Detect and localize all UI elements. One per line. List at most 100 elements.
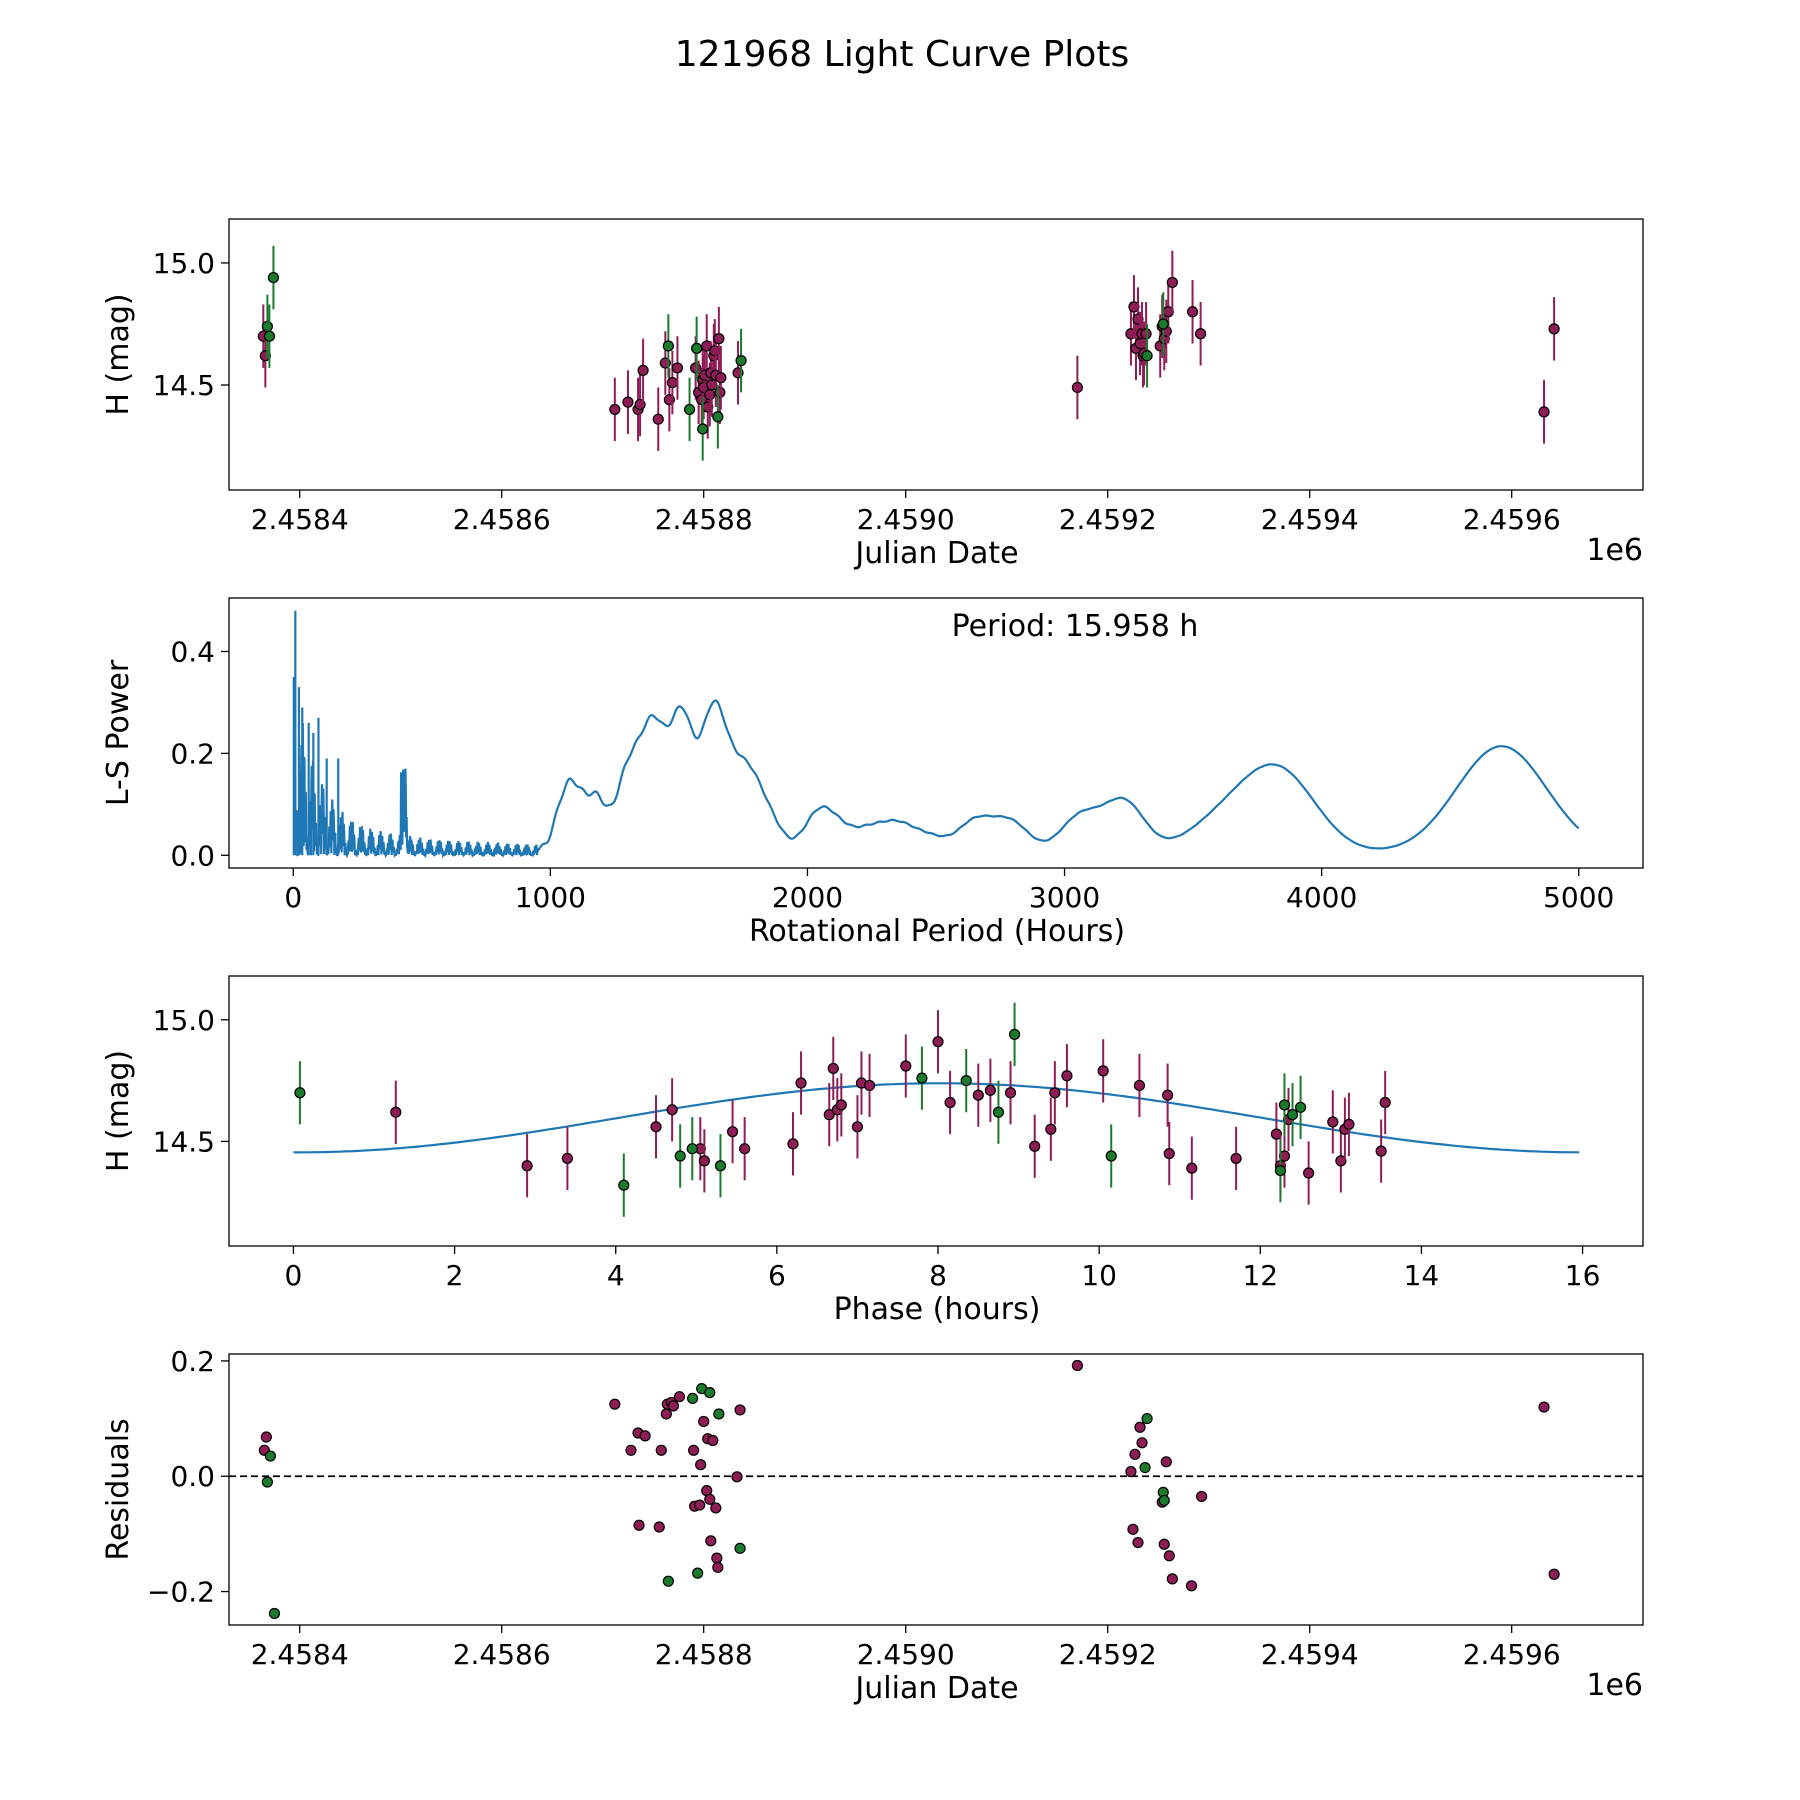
x-tick-label: 4000 xyxy=(1286,881,1357,914)
plot-content xyxy=(257,245,1560,461)
panel-phased: 0 2 4 6 8 10 12 14 16 14.5 15.0 Phase (hours) H (mag… xyxy=(101,975,1644,1327)
data-point xyxy=(692,1567,704,1579)
x-tick-label: 2.4590 xyxy=(857,1638,955,1671)
x-offset-label: 1e6 xyxy=(1586,533,1643,568)
data-point xyxy=(704,1387,716,1399)
x-tick-label: 14 xyxy=(1404,1259,1440,1292)
data-point xyxy=(1158,1538,1170,1550)
data-point xyxy=(662,1575,674,1587)
data-point xyxy=(1166,1573,1178,1585)
x-tick-label: 5000 xyxy=(1543,881,1614,914)
x-axis-label: Julian Date xyxy=(853,1671,1018,1706)
x-axis-label: Phase (hours) xyxy=(834,1292,1041,1327)
data-point xyxy=(390,1106,402,1118)
data-point xyxy=(1186,306,1199,318)
data-point xyxy=(1140,328,1152,340)
x-tick-label: 0 xyxy=(285,1259,303,1292)
data-point xyxy=(655,1444,667,1456)
data-point xyxy=(264,1450,277,1462)
data-point xyxy=(1230,1152,1242,1165)
data-point xyxy=(650,1121,662,1133)
data-point xyxy=(1294,1101,1307,1113)
data-point xyxy=(1071,1359,1084,1372)
data-point xyxy=(1163,1147,1175,1160)
data-point xyxy=(609,1398,621,1410)
data-point xyxy=(1141,350,1153,362)
x-tick-label: 3000 xyxy=(1029,881,1100,914)
data-point xyxy=(1061,1070,1073,1082)
x-tick-label: 2 xyxy=(446,1259,464,1292)
data-point xyxy=(932,1036,944,1048)
x-tick-label: 8 xyxy=(929,1259,947,1292)
y-tick-label: 0.0 xyxy=(170,1460,215,1493)
data-point xyxy=(1134,1421,1146,1433)
data-point xyxy=(695,1459,707,1471)
data-point xyxy=(687,1444,700,1456)
data-point xyxy=(1071,381,1084,394)
data-point xyxy=(823,1109,835,1121)
data-point xyxy=(1045,1123,1057,1135)
data-point xyxy=(726,1126,739,1138)
data-point xyxy=(698,1155,710,1167)
data-point xyxy=(652,413,664,425)
data-point xyxy=(944,1096,956,1109)
plot-content xyxy=(293,1002,1580,1217)
data-point xyxy=(694,1499,706,1511)
data-point xyxy=(1163,1550,1175,1562)
data-point xyxy=(294,1087,306,1099)
x-tick-label: 2.4596 xyxy=(1463,1638,1561,1671)
data-point xyxy=(561,1152,573,1165)
axes-frame xyxy=(228,218,1644,491)
data-point xyxy=(1132,1536,1144,1549)
x-tick-label: 2.4590 xyxy=(857,503,955,536)
y-tick-label: 15.0 xyxy=(153,247,215,280)
data-point xyxy=(660,1408,672,1420)
data-point xyxy=(633,1519,645,1531)
data-point xyxy=(705,1535,717,1547)
y-tick-label: 15.0 xyxy=(153,1004,215,1037)
data-point xyxy=(1097,1065,1109,1077)
data-point xyxy=(260,1431,272,1443)
data-point xyxy=(704,389,716,401)
data-point xyxy=(1185,1580,1198,1592)
y-tick-label: 14.5 xyxy=(153,1125,215,1158)
data-point xyxy=(1327,1116,1339,1128)
x-tick-label: 4 xyxy=(607,1259,625,1292)
x-tick-label: 6 xyxy=(768,1259,786,1292)
x-tick-label: 2.4594 xyxy=(1261,1638,1359,1671)
data-point xyxy=(1278,1099,1291,1111)
panel-residuals: 2.4584 2.4586 2.4588 2.4590 2.4592 2.4594 2.45… xyxy=(101,1345,1644,1706)
periodogram-line xyxy=(295,699,1580,859)
data-point xyxy=(1157,318,1169,330)
data-point xyxy=(622,396,634,408)
x-tick-label: 2.4592 xyxy=(1059,1638,1157,1671)
data-point xyxy=(916,1072,928,1084)
data-point xyxy=(712,411,724,423)
data-point xyxy=(735,355,747,367)
data-point xyxy=(1166,276,1178,289)
x-tick-label: 2.4584 xyxy=(251,1638,349,1671)
data-point xyxy=(711,1552,723,1564)
data-point xyxy=(1008,1028,1021,1040)
data-point xyxy=(714,386,726,398)
panel-lightcurve: 2.4584 2.4586 2.4588 2.4590 2.4592 2.4594 2.45… xyxy=(101,218,1644,571)
data-point xyxy=(734,1404,746,1416)
data-point xyxy=(662,340,674,352)
data-point xyxy=(1133,1079,1146,1092)
data-point xyxy=(984,1084,996,1096)
period-annotation: Period: 15.958 h xyxy=(952,609,1199,644)
x-axis-label: Julian Date xyxy=(853,536,1018,571)
data-point xyxy=(900,1060,912,1072)
data-point xyxy=(710,1502,722,1514)
data-point xyxy=(673,1391,686,1403)
data-point xyxy=(1538,1401,1550,1413)
data-point xyxy=(1548,323,1560,335)
data-point xyxy=(1105,1150,1117,1162)
data-point xyxy=(637,364,649,376)
x-offset-label: 1e6 xyxy=(1586,1668,1643,1703)
data-point xyxy=(667,1400,680,1412)
data-point xyxy=(268,1607,281,1620)
y-axis-label: Residuals xyxy=(101,1418,136,1560)
plot-content xyxy=(292,610,1580,859)
data-point xyxy=(609,403,621,416)
